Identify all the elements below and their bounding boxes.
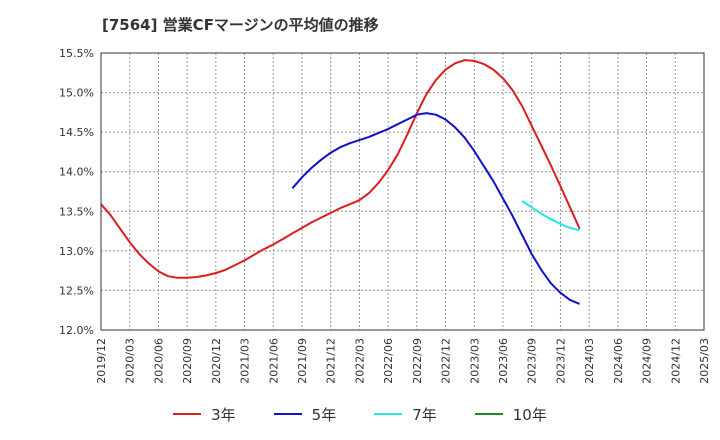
x-tick-label: 2021/03 bbox=[239, 338, 252, 384]
x-tick-label: 2021/06 bbox=[267, 338, 280, 384]
x-tick-label: 2025/03 bbox=[698, 338, 711, 384]
x-tick-label: 2020/09 bbox=[181, 338, 194, 384]
y-tick-label: 12.5% bbox=[59, 284, 94, 297]
x-tick-label: 2022/06 bbox=[382, 338, 395, 384]
x-tick-label: 2023/03 bbox=[468, 338, 481, 384]
legend-item: 5年 bbox=[273, 404, 337, 425]
y-axis-ticks: 12.0% 12.5% 13.0% 13.5% 14.0% 14.5% 15.0% 15.5% bbox=[59, 47, 94, 337]
legend-swatch bbox=[374, 413, 403, 415]
x-tick-label: 2020/03 bbox=[124, 338, 137, 384]
x-axis-ticks: 2019/12 2020/03 2020/06 2020/09 2020/12 2021/… bbox=[95, 338, 711, 384]
legend-swatch bbox=[273, 413, 302, 415]
x-tick-label: 2020/12 bbox=[210, 338, 223, 384]
x-tick-label: 2024/06 bbox=[612, 338, 625, 384]
x-tick-label: 2023/06 bbox=[497, 338, 510, 384]
x-tick-label: 2020/06 bbox=[152, 338, 165, 384]
x-tick-label: 2021/09 bbox=[296, 338, 309, 384]
x-tick-label: 2022/09 bbox=[411, 338, 424, 384]
legend-swatch bbox=[474, 413, 503, 415]
x-tick-label: 2023/12 bbox=[554, 338, 567, 384]
x-tick-label: 2024/12 bbox=[669, 338, 682, 384]
chart-title: [7564] 営業CFマージンの平均値の推移 bbox=[102, 16, 379, 34]
x-tick-label: 2024/03 bbox=[583, 338, 596, 384]
series-lines bbox=[100, 59, 581, 305]
legend-item: 7年 bbox=[374, 404, 437, 425]
legend-swatch bbox=[173, 413, 202, 415]
legend-label: 3年 bbox=[211, 405, 236, 424]
y-tick-label: 12.0% bbox=[59, 324, 94, 337]
x-tick-label: 2024/09 bbox=[641, 338, 654, 384]
grid bbox=[100, 52, 705, 331]
x-tick-label: 2019/12 bbox=[95, 338, 108, 384]
y-tick-label: 13.5% bbox=[59, 205, 94, 218]
series-line-5年 bbox=[291, 112, 580, 305]
legend-label: 5年 bbox=[311, 405, 337, 424]
plot-frame bbox=[100, 52, 705, 331]
y-tick-label: 15.0% bbox=[59, 87, 94, 100]
x-tick-label: 2022/03 bbox=[353, 338, 366, 384]
y-tick-label: 14.5% bbox=[59, 126, 94, 139]
legend-label: 10年 bbox=[512, 405, 547, 424]
y-tick-label: 15.5% bbox=[59, 47, 94, 60]
legend-label: 7年 bbox=[412, 405, 437, 424]
legend-item: 10年 bbox=[474, 404, 547, 425]
y-tick-label: 13.0% bbox=[59, 245, 94, 258]
legend-item: 3年 bbox=[173, 404, 236, 425]
series-line-3年 bbox=[100, 59, 581, 279]
y-tick-label: 14.0% bbox=[59, 166, 94, 179]
x-tick-label: 2023/09 bbox=[526, 338, 539, 384]
x-tick-label: 2021/12 bbox=[325, 338, 338, 384]
legend: 3年 5年 7年 10年 bbox=[0, 403, 720, 425]
x-tick-label: 2022/12 bbox=[440, 338, 453, 384]
series-line-7年 bbox=[521, 200, 580, 232]
